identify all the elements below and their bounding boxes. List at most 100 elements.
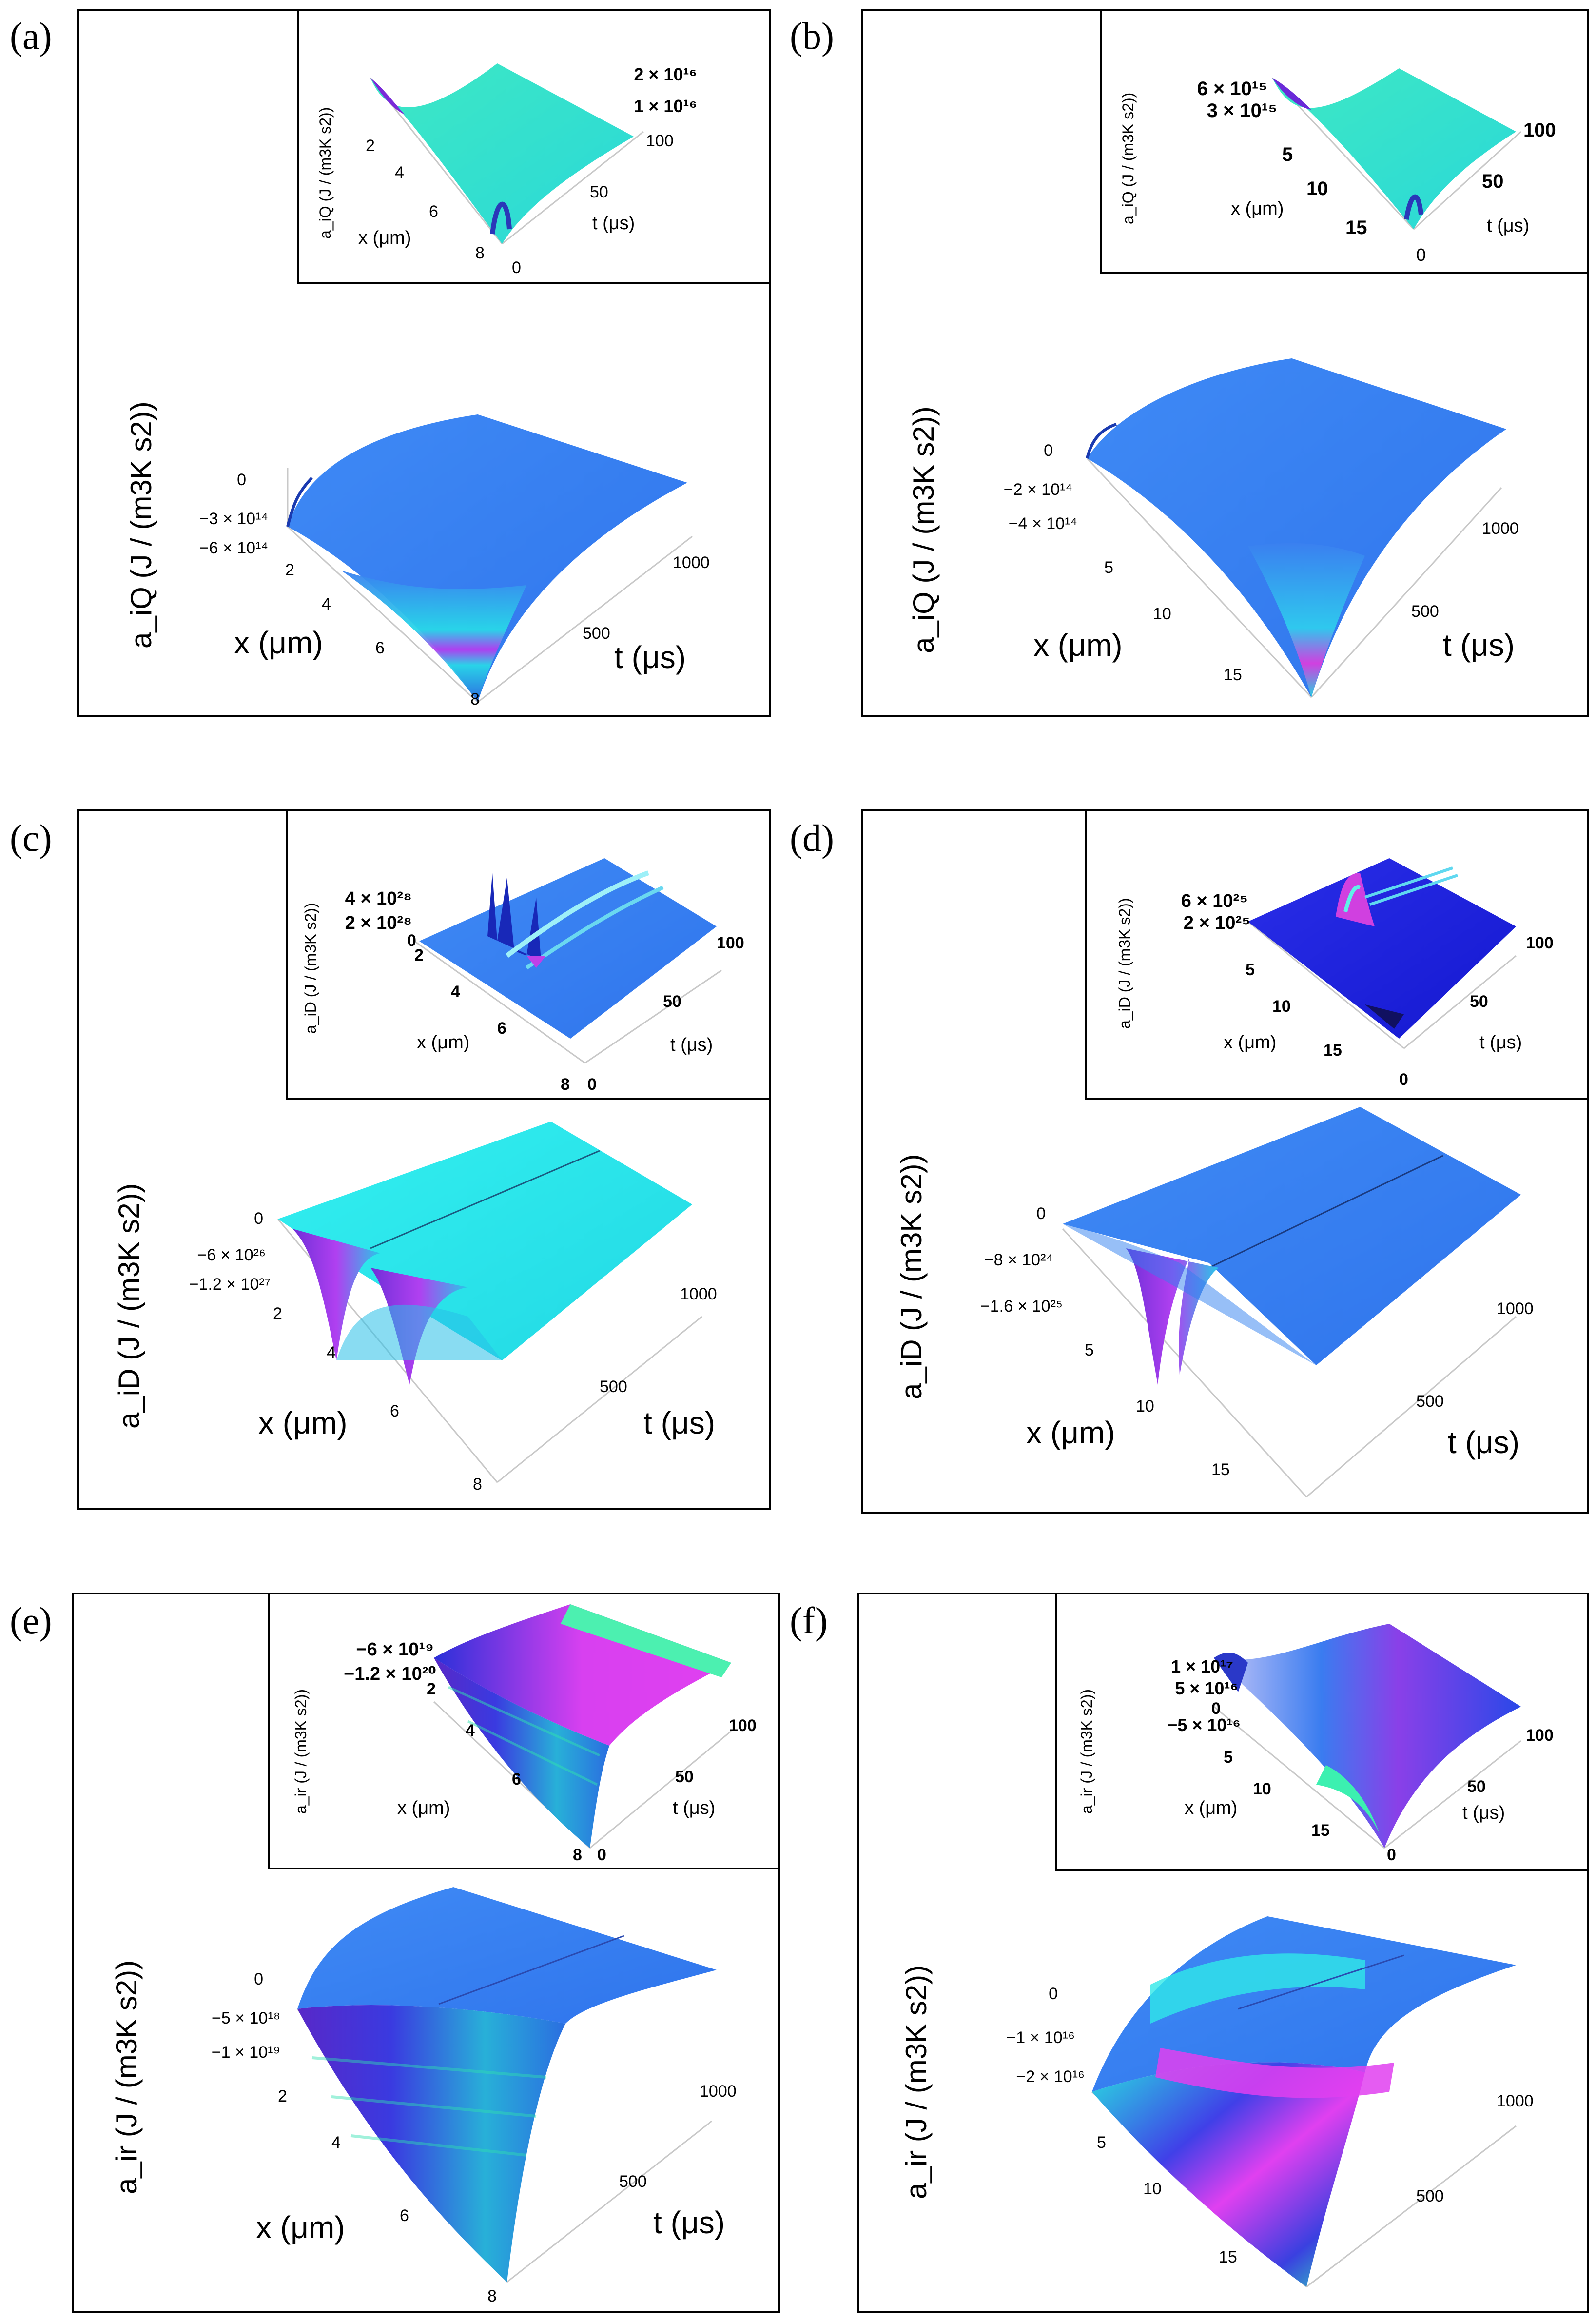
z-tick: −1 × 10¹⁹ — [212, 2043, 280, 2062]
inset-axis-t — [1384, 1740, 1521, 1849]
inset-x-tick: 6 — [512, 1770, 521, 1789]
panel-d: (d) 0 −8 × 10²⁴ −1.6 × 10²⁵ 5 10 15 500 … — [790, 809, 1589, 1514]
x-axis-label: x (μm) — [234, 625, 323, 660]
surface-front — [1092, 2062, 1365, 2287]
x-tick: 5 — [1085, 1341, 1094, 1359]
axis-t — [1310, 487, 1502, 698]
inset-x-tick: 10 — [1253, 1780, 1271, 1798]
inset-z-tick: −5 × 10¹⁶ — [1167, 1715, 1241, 1735]
inset-t-tick: 100 — [1523, 119, 1556, 141]
panel-e: (e) 0 −5 × 10¹⁸ −1 × 10¹⁹ 2 4 6 8 500 10… — [10, 1593, 780, 2313]
inset-surface-front — [434, 1658, 609, 1848]
inset: 6 × 10¹⁵ 3 × 10¹⁵ 5 10 15 0 50 100 x (μm… — [1100, 9, 1589, 274]
inset-t-tick: 50 — [1467, 1777, 1486, 1796]
t-axis-label: t (μs) — [653, 2205, 725, 2240]
x-tick: 2 — [273, 1304, 282, 1323]
inset-surface — [1248, 858, 1516, 1039]
inset-z-tick: 6 × 10²⁵ — [1181, 891, 1248, 911]
z-tick: 0 — [254, 1970, 263, 1988]
inset-x-tick: 6 — [497, 1019, 506, 1038]
z-tick: −8 × 10²⁴ — [984, 1251, 1053, 1269]
axis-x — [287, 526, 479, 703]
inset-z-label: a_iD (J / (m3K s2)) — [1116, 898, 1133, 1029]
inset-z-tick: 0 — [1211, 1699, 1221, 1718]
inset-x-tick: 8 — [573, 1846, 582, 1864]
z-tick: 0 — [237, 471, 246, 489]
inset-ridge — [1404, 194, 1423, 220]
axis-t — [1306, 2125, 1517, 2288]
z-tick: −4 × 10¹⁴ — [1009, 514, 1077, 533]
x-tick: 15 — [1219, 2248, 1237, 2266]
inset-axis-t — [1403, 955, 1517, 1049]
inset-t-tick: 50 — [663, 992, 681, 1011]
axis-t — [506, 2120, 712, 2283]
inset-axis-t — [1413, 131, 1522, 230]
inset-z-tick: 6 × 10¹⁵ — [1197, 78, 1267, 99]
inset-z-tick: 1 × 10¹⁷ — [1171, 1656, 1233, 1676]
inset-x-tick: 5 — [1224, 1748, 1233, 1767]
x-tick: 8 — [487, 2287, 497, 2305]
z-tick: 0 — [1036, 1204, 1046, 1223]
inset-x-label: x (μm) — [1231, 198, 1284, 219]
inset-t-label: t (μs) — [1479, 1032, 1522, 1053]
inset: 1 × 10¹⁷ 5 × 10¹⁶ 0 −5 × 10¹⁶ 5 10 15 0 … — [1055, 1593, 1589, 1871]
x-tick: 10 — [1136, 1397, 1154, 1416]
inset-surface — [1214, 1624, 1521, 1848]
inset-t-tick: 50 — [675, 1768, 694, 1786]
inset-wake — [1364, 866, 1458, 906]
z-axis-label: a_iQ (J / (m3K s2)) — [125, 401, 157, 649]
main-plot: 0 −6 × 10²⁶ −1.2 × 10²⁷ 2 4 6 8 500 1000… — [113, 1122, 717, 1494]
inset-spike-core — [1343, 885, 1361, 912]
inset-t-tick: 50 — [1482, 171, 1504, 192]
inset-lobe — [1316, 1765, 1380, 1833]
z-axis-label: a_iD (J / (m3K s2)) — [113, 1183, 145, 1429]
z-tick: 0 — [1044, 441, 1053, 460]
inset: 4 × 10²⁸ 2 × 10²⁸ 0 2 4 6 8 0 50 100 x (… — [286, 809, 771, 1100]
inset-x-tick: 15 — [1324, 1041, 1342, 1060]
inset-peak — [370, 78, 405, 115]
inset-t-label: t (μs) — [673, 1798, 715, 1818]
inset-ridge — [490, 201, 512, 235]
main-plot: 0 −8 × 10²⁴ −1.6 × 10²⁵ 5 10 15 500 1000… — [895, 1107, 1534, 1498]
z-tick: 0 — [1049, 1985, 1058, 2003]
t-tick: 1000 — [700, 2082, 737, 2101]
inset-axis-t — [502, 131, 644, 245]
t-tick: 1000 — [673, 553, 710, 572]
inset-surface — [370, 63, 634, 244]
inset-t-tick: 50 — [590, 183, 608, 201]
panel-label: (a) — [10, 15, 52, 57]
x-tick: 6 — [390, 1402, 399, 1420]
inset-t-label: t (μs) — [1462, 1803, 1505, 1823]
inset-x-label: x (μm) — [417, 1032, 469, 1053]
z-tick: −1 × 10¹⁶ — [1006, 2028, 1075, 2047]
inset-surface — [419, 858, 717, 1039]
inset-x-tick: 6 — [429, 202, 438, 221]
inset-t-tick: 100 — [717, 934, 744, 952]
z-axis-label: a_ir (J / (m3K s2)) — [110, 1960, 143, 2194]
t-tick: 500 — [600, 1377, 627, 1396]
inset-z-tick: −1.2 × 10²⁰ — [344, 1664, 436, 1684]
z-tick: −2 × 10¹⁶ — [1016, 2067, 1085, 2086]
inset-wake — [506, 870, 649, 958]
inset-t-tick: 100 — [1526, 1726, 1554, 1745]
t-tick: 500 — [619, 2172, 647, 2191]
inset-x-tick: 2 — [366, 137, 375, 155]
x-tick: 6 — [400, 2206, 409, 2225]
inset-z-label: a_iD (J / (m3K s2)) — [302, 903, 319, 1034]
z-axis-label: a_iQ (J / (m3K s2)) — [907, 406, 940, 653]
surface-front — [297, 2005, 565, 2282]
inset-x-label: x (μm) — [1185, 1798, 1237, 1818]
inset-z-tick: 0 — [407, 931, 416, 950]
inset-x-tick: 8 — [475, 244, 485, 262]
inset-x-tick: 5 — [1246, 961, 1255, 979]
inset-spikes — [487, 873, 541, 961]
t-tick: 1000 — [680, 1285, 717, 1303]
inset-z-tick: 1 × 10¹⁶ — [634, 96, 697, 116]
surface-valley — [341, 571, 526, 702]
t-tick: 1000 — [1497, 1299, 1534, 1318]
inset-z-tick: 4 × 10²⁸ — [345, 888, 412, 909]
x-tick: 4 — [331, 2133, 341, 2152]
surface-bands — [311, 2056, 546, 2157]
inset-t-tick: 0 — [587, 1075, 597, 1094]
surface-band — [1155, 2048, 1394, 2098]
